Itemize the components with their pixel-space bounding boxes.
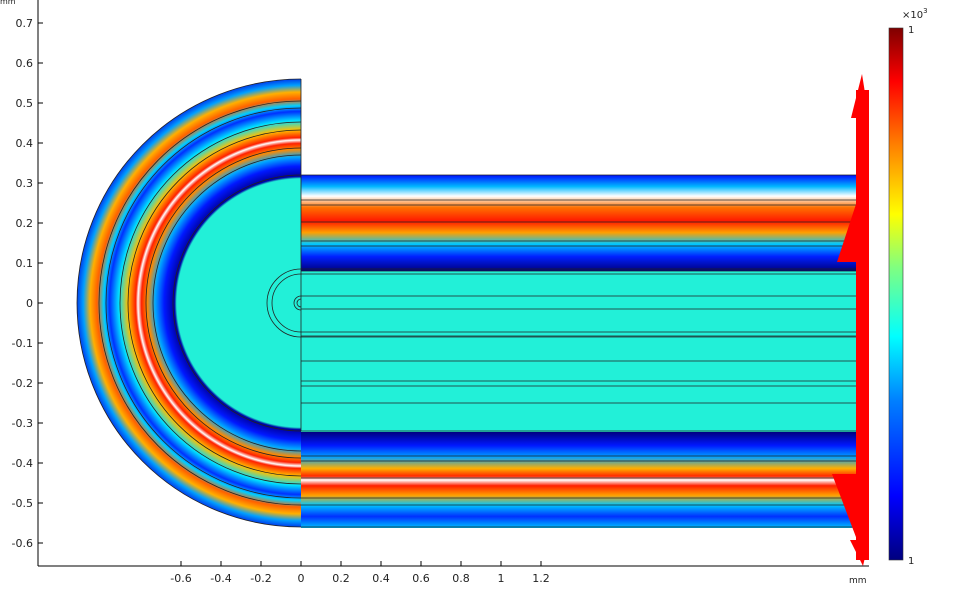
flow-arrows (832, 74, 869, 566)
x-tick-label: 0.4 (372, 572, 390, 585)
axes-frame (37, 0, 869, 567)
x-tick-label: 0.2 (332, 572, 350, 585)
colorbar-multiplier-base: ×10 (902, 10, 923, 21)
colorbar-min-label: 1 (908, 556, 914, 567)
colorbar-multiplier: ×103 (902, 7, 928, 21)
arrow-head-lower (832, 474, 869, 545)
colorbar: ×103 1 1 (888, 7, 928, 567)
colorbar-max-label: 1 (908, 25, 914, 36)
y-axis-unit: mm (0, 0, 16, 6)
y-tick-label: -0.6 (12, 537, 33, 550)
y-tick-label: -0.5 (12, 497, 33, 510)
y-tick-label: 0.5 (16, 97, 34, 110)
x-tick-label: 0 (298, 572, 305, 585)
y-tick-label: -0.4 (12, 457, 33, 470)
y-tick-label: -0.1 (12, 337, 33, 350)
geometry-outlines (76, 78, 859, 528)
arrow-head-bottom (850, 540, 869, 566)
x-tick-label: 1 (498, 572, 505, 585)
colorbar-multiplier-exp: 3 (923, 7, 927, 15)
colorbar-gradient (888, 27, 904, 561)
x-tick-label: 0.8 (452, 572, 470, 585)
x-tick-label: -0.4 (210, 572, 231, 585)
x-tick-label: -0.6 (170, 572, 191, 585)
core-field (301, 271, 859, 432)
lower-band-field (301, 432, 859, 528)
y-tick-label: 0.3 (16, 177, 34, 190)
y-tick-label: 0 (26, 297, 33, 310)
x-axis-unit: mm (849, 576, 867, 586)
x-axis: -0.6 -0.4 -0.2 0 0.2 0.4 0.6 0.8 1 1.2 (170, 561, 550, 585)
arrow-head-top (851, 74, 869, 118)
x-tick-label: -0.2 (250, 572, 271, 585)
y-tick-label: 0.2 (16, 217, 34, 230)
y-tick-label: 0.7 (16, 17, 34, 30)
x-tick-label: 0.6 (412, 572, 430, 585)
y-axis: 0.7 0.6 0.5 0.4 0.3 0.2 0.1 0 -0.1 -0.2 -0.3 -0.4 -0… (12, 17, 43, 550)
y-tick-label: 0.6 (16, 57, 34, 70)
y-tick-label: 0.4 (16, 137, 34, 150)
x-tick-label: 1.2 (532, 572, 550, 585)
arrow-head-mid (837, 195, 869, 262)
upper-band-field (301, 175, 859, 271)
y-tick-label: 0.1 (16, 257, 34, 270)
y-tick-label: -0.2 (12, 377, 33, 390)
y-tick-label: -0.3 (12, 417, 33, 430)
